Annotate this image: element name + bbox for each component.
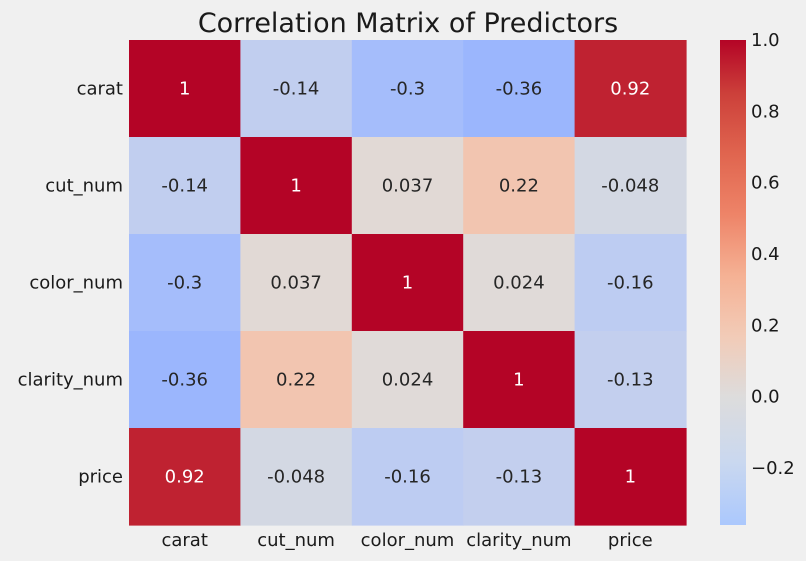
cell-annotation: 1 [402, 273, 413, 294]
heatmap-cell [240, 40, 353, 138]
heatmap-cell [240, 137, 353, 235]
heatmap-cell [351, 234, 464, 332]
cell-annotation: 0.22 [276, 370, 316, 391]
heatmap-cell [351, 40, 464, 138]
heatmap-cell [463, 234, 576, 332]
y-tick-label: carat [77, 79, 123, 100]
heatmap-cell [240, 331, 353, 429]
heatmap-cell [240, 234, 353, 332]
cell-annotation: 1 [179, 79, 190, 100]
colorbar-tick-labels: 1.0 0.8 0.6 0.4 0.2 0.0 −0.2 [751, 30, 795, 479]
colorbar-tick-label: 0.2 [751, 315, 780, 336]
heatmap-cell [574, 40, 687, 138]
x-tick-label: clarity_num [466, 530, 571, 551]
colorbar-tick-label: 0.8 [751, 101, 780, 122]
y-tick-label: color_num [29, 273, 123, 294]
colorbar: 1.0 0.8 0.6 0.4 0.2 0.0 −0.2 [720, 30, 795, 525]
cell-annotation: -0.048 [267, 467, 325, 488]
y-tick-label: clarity_num [18, 370, 123, 391]
colorbar-tick-label: −0.2 [751, 458, 795, 479]
heatmap-cell [574, 137, 687, 235]
heatmap-cell [574, 428, 687, 526]
cell-annotation: 1 [290, 176, 301, 197]
heatmap-cell [463, 137, 576, 235]
heatmap-cell [351, 137, 464, 235]
cell-annotation: -0.16 [384, 467, 431, 488]
heatmap-cell [351, 428, 464, 526]
heatmap-cell [129, 234, 241, 332]
cell-annotation: 1 [513, 370, 524, 391]
colorbar-tick-label: 0.4 [751, 244, 780, 265]
colorbar-gradient [720, 40, 746, 525]
x-tick-label: price [608, 530, 653, 551]
cell-annotation: -0.048 [601, 176, 659, 197]
colorbar-tick-label: 1.0 [751, 30, 780, 51]
colorbar-tick-label: 0.6 [751, 173, 780, 194]
chart-title: Correlation Matrix of Predictors [198, 8, 618, 39]
heatmap-cell [129, 137, 241, 235]
heatmap-cell [129, 40, 241, 138]
heatmap-cell [240, 428, 353, 526]
y-tick-label: price [78, 467, 123, 488]
heatmap-cell [574, 331, 687, 429]
x-tick-label: color_num [361, 530, 455, 551]
cell-annotation: -0.14 [161, 176, 208, 197]
y-tick-label: cut_num [45, 176, 123, 197]
cell-annotations: 1 -0.14 -0.3 -0.36 0.92 -0.14 1 0.037 0.22 -0.048… [161, 79, 659, 488]
cell-annotation: 0.037 [382, 176, 434, 197]
heatmap-cells [129, 40, 687, 526]
x-tick-label: carat [161, 530, 207, 551]
heatmap-cell [351, 331, 464, 429]
cell-annotation: 0.92 [165, 467, 205, 488]
heatmap-cell [463, 428, 576, 526]
x-axis-tick-labels: carat cut_num color_num clarity_num price [161, 530, 652, 551]
cell-annotation: -0.3 [390, 79, 425, 100]
cell-annotation: -0.36 [496, 79, 543, 100]
cell-annotation: 0.22 [499, 176, 539, 197]
cell-annotation: 0.024 [493, 273, 545, 294]
cell-annotation: -0.13 [496, 467, 543, 488]
heatmap-cell [463, 40, 576, 138]
heatmap-cell [129, 331, 241, 429]
cell-annotation: 0.037 [270, 273, 322, 294]
cell-annotation: -0.3 [167, 273, 202, 294]
heatmap-cell [463, 331, 576, 429]
cell-annotation: -0.16 [607, 273, 654, 294]
cell-annotation: 0.024 [382, 370, 434, 391]
colorbar-tick-label: 0.0 [751, 387, 780, 408]
heatmap-cell [129, 428, 241, 526]
heatmap-cell [574, 234, 687, 332]
cell-annotation: 0.92 [610, 79, 650, 100]
x-tick-label: cut_num [257, 530, 335, 551]
cell-annotation: -0.14 [273, 79, 320, 100]
cell-annotation: 1 [625, 467, 636, 488]
cell-annotation: -0.36 [161, 370, 208, 391]
cell-annotation: -0.13 [607, 370, 654, 391]
